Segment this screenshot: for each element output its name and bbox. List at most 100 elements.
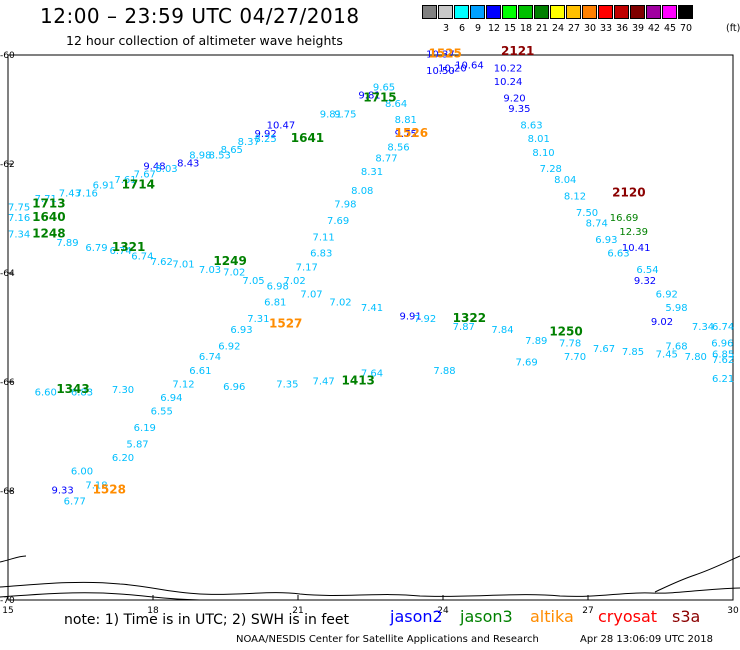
scale-tick-label: 42 (647, 23, 661, 34)
wave-height-value: 9.02 (651, 317, 673, 328)
wave-height-value: 6.74 (199, 352, 221, 363)
wave-height-value: 7.34 (692, 322, 714, 333)
wave-height-value: 6.20 (112, 453, 134, 464)
pass-time-label: 1248 (32, 227, 65, 241)
wave-height-value: 8.12 (564, 191, 586, 202)
wave-height-value: 8.64 (385, 99, 407, 110)
legend-note: note: 1) Time is in UTC; 2) SWH is in fe… (64, 612, 350, 628)
wave-height-value: 8.77 (375, 153, 397, 164)
wave-height-value: 6.19 (134, 423, 156, 434)
wave-height-value: 7.28 (540, 164, 562, 175)
scale-swatch (486, 5, 501, 19)
wave-height-value: 7.78 (559, 339, 581, 350)
wave-height-value: 5.98 (665, 303, 687, 314)
wave-height-value: 7.45 (656, 349, 678, 360)
wave-height-value: 6.92 (656, 290, 678, 301)
wave-height-value: 6.74 (110, 246, 132, 257)
wave-height-value: 6.91 (93, 181, 115, 192)
pass-time-label: 1641 (291, 131, 324, 145)
legend-item-jason2: jason2 (390, 607, 443, 626)
wave-height-value: 6.74 (131, 251, 153, 262)
wave-height-value: 6.21 (712, 374, 734, 385)
wave-height-value: 8.25 (255, 134, 277, 145)
wave-height-value: 7.07 (300, 290, 322, 301)
wave-height-value: 7.02 (223, 268, 245, 279)
pass-time-label: 1343 (56, 382, 89, 396)
pass-time-label: 1640 (32, 210, 65, 224)
map-subtitle: 12 hour collection of altimeter wave hei… (66, 33, 343, 48)
wave-height-value: 6.00 (71, 467, 93, 478)
wave-height-value: 9.48 (143, 161, 165, 172)
wave-height-value: 7.01 (172, 260, 194, 271)
pass-time-label: 1525 (429, 47, 462, 61)
lon-tick-label: 21 (292, 606, 303, 616)
wave-height-value: 8.65 (221, 145, 243, 156)
pass-time-label: 1321 (112, 240, 145, 254)
wave-height-value: 6.61 (189, 366, 211, 377)
wave-height-value: 7.50 (576, 208, 598, 219)
wave-height-value: 6.79 (85, 243, 107, 254)
scale-swatch (662, 5, 677, 19)
pass-time-label: 1527 (269, 317, 302, 331)
scale-tick-label: 30 (583, 23, 597, 34)
wave-height-value: 7.43 (59, 189, 81, 200)
wave-height-value: 7.64 (361, 369, 383, 380)
scale-tick-label: 21 (535, 23, 549, 34)
scale-swatch (646, 5, 661, 19)
scale-tick-label: 6 (458, 23, 466, 34)
axis-ticks: 15 18 21 24 27 30 -60 -62 -64 -66 -68 -70 (0, 51, 739, 616)
wave-height-value: 9.91 (400, 311, 422, 322)
wave-height-value: 8.81 (395, 115, 417, 126)
wave-height-value: 7.98 (334, 200, 356, 211)
coastline-west (0, 555, 27, 563)
wave-height-value: 7.88 (433, 366, 455, 377)
wave-height-value: 6.94 (160, 393, 182, 404)
wave-height-value: 9.35 (508, 104, 530, 115)
scale-swatch (438, 5, 453, 19)
scale-tick-label: 39 (631, 23, 645, 34)
scale-tick-label: 33 (599, 23, 613, 34)
lat-tick-label: -60 (0, 51, 15, 61)
wave-height-value: 6.96 (223, 382, 245, 393)
scale-tick-label: 27 (567, 23, 581, 34)
wave-height-value: 8.03 (155, 164, 177, 175)
scale-tick-label: 12 (487, 23, 501, 34)
wave-height-value: 9.20 (503, 93, 525, 104)
pass-time-label: 1528 (93, 483, 126, 497)
wave-height-value: 6.92 (218, 341, 240, 352)
wave-height-value: 8.43 (177, 159, 199, 170)
wave-height-value: 6.60 (35, 388, 57, 399)
wave-height-value: 6.63 (607, 249, 629, 260)
wave-height-value: 7.02 (284, 276, 306, 287)
scale-tick-label: 70 (679, 23, 693, 34)
scale-swatch (678, 5, 693, 19)
wave-height-value: 10.47 (267, 121, 296, 132)
wave-height-value: 7.89 (525, 336, 547, 347)
wave-height-value: 6.85 (712, 349, 734, 360)
wave-height-value: 6.55 (151, 407, 173, 418)
lat-tick-label: -70 (0, 596, 15, 606)
wave-height-value: 6.83 (310, 249, 332, 260)
scale-tick-label: 36 (615, 23, 629, 34)
wave-height-value: 16.69 (610, 213, 639, 224)
wave-height-value: 8.08 (351, 186, 373, 197)
wave-height-value: 7.67 (134, 170, 156, 181)
wave-height-value: 7.62 (151, 257, 173, 268)
scale-swatch (614, 5, 629, 19)
antarctic-coastline (0, 581, 740, 597)
scale-tick-label: 3 (442, 23, 450, 34)
wave-height-value: 8.53 (209, 151, 231, 162)
credit-text: NOAA/NESDIS Center for Satellite Applica… (236, 634, 539, 645)
pass-time-label: 1713 (32, 197, 65, 211)
wave-height-value: 7.18 (85, 480, 107, 491)
scale-swatch (454, 5, 469, 19)
pass-time-label: 1413 (342, 374, 375, 388)
wave-height-value: 10.37 (426, 50, 455, 61)
wave-height-value: 9.65 (373, 82, 395, 93)
lat-tick-label: -68 (0, 487, 15, 497)
wave-height-value: 8.01 (528, 134, 550, 145)
scale-swatch (502, 5, 517, 19)
wave-height-value: 7.68 (665, 341, 687, 352)
wave-height-value: 9.81 (358, 91, 380, 102)
